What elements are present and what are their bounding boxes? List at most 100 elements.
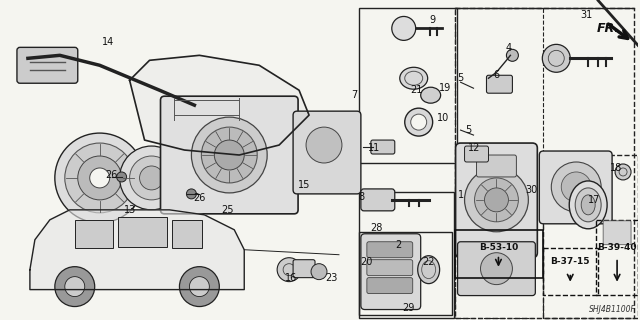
FancyBboxPatch shape <box>17 47 77 83</box>
Circle shape <box>481 253 513 284</box>
Text: 25: 25 <box>221 205 234 215</box>
Bar <box>118 217 168 247</box>
FancyBboxPatch shape <box>458 242 535 296</box>
Text: FR.: FR. <box>596 22 620 35</box>
Circle shape <box>542 44 570 72</box>
FancyBboxPatch shape <box>361 234 420 309</box>
Text: 14: 14 <box>102 37 114 47</box>
Polygon shape <box>129 55 309 155</box>
Circle shape <box>306 127 342 163</box>
Bar <box>454 230 543 278</box>
FancyBboxPatch shape <box>361 189 395 211</box>
Text: 31: 31 <box>580 11 592 20</box>
Text: 12: 12 <box>468 143 481 153</box>
Circle shape <box>277 258 301 282</box>
Text: 5: 5 <box>458 73 464 83</box>
Text: 16: 16 <box>285 273 297 283</box>
FancyBboxPatch shape <box>293 111 361 194</box>
FancyBboxPatch shape <box>465 146 488 162</box>
Text: 22: 22 <box>422 257 435 267</box>
Text: B-53-10: B-53-10 <box>479 243 518 252</box>
Circle shape <box>311 264 327 280</box>
FancyBboxPatch shape <box>540 151 612 224</box>
Circle shape <box>120 146 184 210</box>
Text: 1: 1 <box>458 190 463 200</box>
Ellipse shape <box>575 188 601 222</box>
Text: SHJ4B1100F: SHJ4B1100F <box>589 305 636 314</box>
Circle shape <box>65 276 84 297</box>
Text: 6: 6 <box>493 70 500 80</box>
Text: 30: 30 <box>525 185 538 195</box>
Circle shape <box>214 140 244 170</box>
Ellipse shape <box>581 195 595 215</box>
Text: B-37-15: B-37-15 <box>550 257 590 266</box>
Circle shape <box>615 164 631 180</box>
Text: 19: 19 <box>438 83 451 93</box>
FancyBboxPatch shape <box>293 260 315 278</box>
Circle shape <box>186 189 196 199</box>
Circle shape <box>506 49 518 61</box>
Circle shape <box>189 276 209 297</box>
Text: 26: 26 <box>193 193 205 203</box>
Bar <box>543 155 638 317</box>
Circle shape <box>202 127 257 183</box>
Circle shape <box>65 143 134 213</box>
Circle shape <box>90 168 109 188</box>
Circle shape <box>474 178 518 222</box>
Text: B-39-40: B-39-40 <box>597 243 637 252</box>
Text: 15: 15 <box>298 180 310 190</box>
FancyBboxPatch shape <box>161 96 298 214</box>
Bar <box>359 8 456 163</box>
Circle shape <box>55 267 95 307</box>
Circle shape <box>561 172 591 202</box>
Text: 4: 4 <box>506 43 511 53</box>
FancyBboxPatch shape <box>367 242 413 258</box>
Text: 5: 5 <box>465 125 472 135</box>
Text: 8: 8 <box>359 192 365 202</box>
Circle shape <box>465 168 529 232</box>
Text: 7: 7 <box>351 90 357 100</box>
Bar <box>75 220 113 248</box>
FancyBboxPatch shape <box>367 278 413 293</box>
Ellipse shape <box>400 67 428 89</box>
Circle shape <box>179 267 220 307</box>
Text: 13: 13 <box>124 205 136 215</box>
Circle shape <box>411 114 427 130</box>
Bar <box>359 232 452 315</box>
Bar <box>454 8 634 317</box>
Circle shape <box>392 16 416 40</box>
Bar <box>596 220 638 295</box>
FancyBboxPatch shape <box>367 260 413 276</box>
Circle shape <box>77 156 122 200</box>
FancyBboxPatch shape <box>477 155 516 177</box>
Circle shape <box>191 117 267 193</box>
Text: 28: 28 <box>371 223 383 233</box>
Circle shape <box>55 133 145 223</box>
Circle shape <box>140 166 163 190</box>
FancyBboxPatch shape <box>603 221 631 245</box>
Polygon shape <box>30 210 244 290</box>
Text: 17: 17 <box>588 195 600 205</box>
Text: 18: 18 <box>610 163 622 173</box>
Ellipse shape <box>418 256 440 284</box>
Text: 21: 21 <box>410 85 423 95</box>
FancyBboxPatch shape <box>371 140 395 154</box>
Text: 29: 29 <box>403 302 415 313</box>
Bar <box>172 220 202 248</box>
Text: 2: 2 <box>396 240 402 250</box>
FancyBboxPatch shape <box>456 143 538 258</box>
Text: 9: 9 <box>429 15 436 25</box>
Ellipse shape <box>569 181 607 229</box>
Text: 23: 23 <box>324 273 337 283</box>
Circle shape <box>116 172 127 182</box>
Text: 10: 10 <box>436 113 449 123</box>
Bar <box>543 248 598 295</box>
Text: 20: 20 <box>361 257 373 267</box>
Bar <box>359 192 454 317</box>
Circle shape <box>484 188 508 212</box>
Ellipse shape <box>420 87 440 103</box>
Circle shape <box>404 108 433 136</box>
Bar <box>454 8 543 317</box>
Text: 26: 26 <box>106 170 118 180</box>
FancyBboxPatch shape <box>486 75 513 93</box>
